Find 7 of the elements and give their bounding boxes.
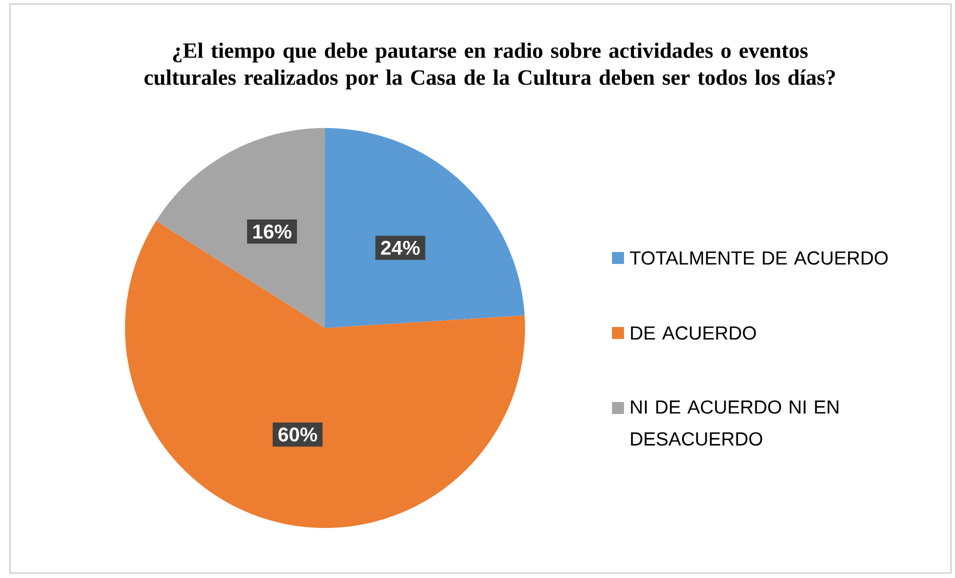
chart-title: ¿El tiempo que debe pautarse en radio sobre actividades o eventos culturales realizados por la Casa de la Cultura deben ser todos los días?: [144, 42, 835, 90]
data-label: 24%: [381, 240, 420, 255]
data-label: 16%: [253, 224, 292, 239]
legend-label: DE ACUERDO: [631, 326, 756, 340]
legend-label: NI DE ACUERDO NI EN DESACUERDO: [631, 400, 838, 446]
legend-label: TOTALMENTE DE ACUERDO: [630, 251, 888, 265]
data-label: 60%: [278, 427, 318, 442]
